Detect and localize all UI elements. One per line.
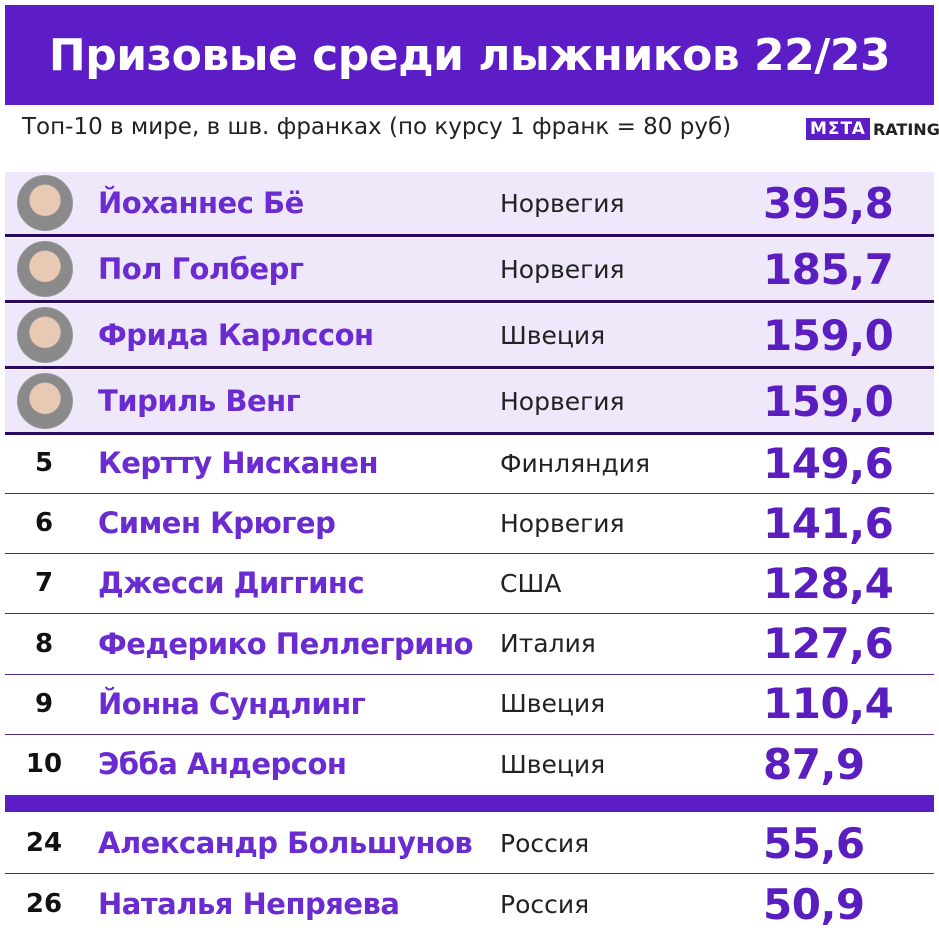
row-separator <box>5 493 934 494</box>
logo-mark: MΣTA <box>806 118 870 140</box>
row-separator <box>5 873 934 874</box>
rank: 9 <box>34 688 54 719</box>
row-separator <box>5 733 934 735</box>
prize-value: 395,8 <box>763 178 894 228</box>
rank: 8 <box>34 628 54 659</box>
athlete-name: Александр Большунов <box>98 826 473 860</box>
prize-value: 159,0 <box>763 310 894 360</box>
country: Италия <box>500 629 596 659</box>
country: Россия <box>500 889 590 919</box>
prize-value: 141,6 <box>763 498 894 548</box>
country: Норвегия <box>500 254 625 284</box>
divider-band <box>5 795 934 812</box>
country: Норвегия <box>500 188 625 218</box>
table-row: Йоханнес Бё Норвегия 395,8 <box>5 172 934 234</box>
table-row: 7 Джесси Диггинс США 128,4 <box>5 554 934 612</box>
country: Швеция <box>500 320 606 350</box>
subtitle: Топ-10 в мире, в шв. франках (по курсу 1… <box>22 114 732 140</box>
rank: 10 <box>25 749 63 779</box>
athlete-name: Наталья Непряева <box>98 887 400 921</box>
table-row: Пол Голберг Норвегия 185,7 <box>5 238 934 300</box>
row-separator <box>5 613 934 615</box>
country: Норвегия <box>500 508 625 538</box>
prize-value: 50,9 <box>763 879 865 929</box>
avatar <box>17 307 73 363</box>
prize-value: 159,0 <box>763 376 894 426</box>
country: Финляндия <box>500 448 651 478</box>
row-separator <box>5 300 934 303</box>
rank: 24 <box>25 828 63 858</box>
athlete-name: Тириль Венг <box>98 384 301 418</box>
athlete-name: Кертту Нисканен <box>98 446 379 480</box>
prize-value: 127,6 <box>763 619 894 669</box>
athlete-name: Эбба Андерсон <box>98 747 347 781</box>
prize-value: 185,7 <box>763 244 894 294</box>
rank: 26 <box>25 889 63 919</box>
athlete-name: Симен Крюгер <box>98 506 336 541</box>
prize-value: 110,4 <box>763 679 894 729</box>
prize-value: 87,9 <box>763 739 865 789</box>
country: Норвегия <box>500 386 625 416</box>
athlete-name: Йонна Сундлинг <box>98 686 366 721</box>
table-row: 10 Эбба Андерсон Швеция 87,9 <box>5 735 934 793</box>
country: США <box>500 568 562 598</box>
row-separator <box>5 234 934 237</box>
logo: MΣTA RATINGS <box>806 118 939 140</box>
table-row: 6 Симен Крюгер Норвегия 141,6 <box>5 494 934 552</box>
rank: 7 <box>34 568 54 599</box>
row-separator <box>5 432 934 435</box>
athlete-name: Йоханнес Бё <box>98 186 304 220</box>
avatar <box>17 241 73 297</box>
prize-value: 128,4 <box>763 558 894 608</box>
row-separator <box>5 366 934 369</box>
athlete-name: Федерико Пеллегрино <box>98 626 474 661</box>
table-row: 26 Наталья Непряева Россия 50,9 <box>5 875 934 933</box>
table-row: 5 Кертту Нисканен Финляндия 149,6 <box>5 434 934 492</box>
avatar <box>17 373 73 429</box>
country: Швеция <box>500 749 606 779</box>
athlete-name: Пол Голберг <box>98 252 304 286</box>
athlete-name: Джесси Диггинс <box>98 566 365 601</box>
row-separator <box>5 553 934 555</box>
table-row: 24 Александр Большунов Россия 55,6 <box>5 814 934 872</box>
prize-value: 55,6 <box>763 818 865 868</box>
logo-text: RATINGS <box>872 119 939 139</box>
table-row: Фрида Карлссон Швеция 159,0 <box>5 304 934 366</box>
row-separator <box>5 673 934 675</box>
table-row: 8 Федерико Пеллегрино Италия 127,6 <box>5 615 934 673</box>
table-row: Тириль Венг Норвегия 159,0 <box>5 370 934 432</box>
country: Россия <box>500 828 590 858</box>
rank: 6 <box>34 508 54 539</box>
rank: 5 <box>34 448 54 478</box>
athlete-name: Фрида Карлссон <box>98 318 374 352</box>
title: Призовые среди лыжников 22/23 <box>5 5 934 105</box>
country: Швеция <box>500 689 606 719</box>
avatar <box>17 175 73 231</box>
table-row: 9 Йонна Сундлинг Швеция 110,4 <box>5 675 934 733</box>
prize-value: 149,6 <box>763 438 894 488</box>
